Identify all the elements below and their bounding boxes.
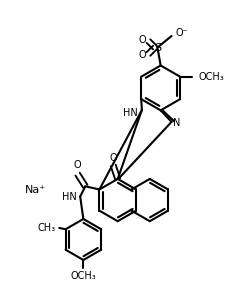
Text: HN: HN xyxy=(62,192,76,202)
Text: OCH₃: OCH₃ xyxy=(198,72,224,82)
Text: Na⁺: Na⁺ xyxy=(25,185,46,195)
Text: O: O xyxy=(138,35,146,45)
Text: OCH₃: OCH₃ xyxy=(70,271,96,281)
Text: O⁻: O⁻ xyxy=(175,29,188,38)
Text: N: N xyxy=(174,118,181,128)
Text: O: O xyxy=(74,160,81,170)
Text: CH₃: CH₃ xyxy=(38,223,56,233)
Text: HN: HN xyxy=(123,108,137,118)
Text: S: S xyxy=(154,43,161,53)
Text: O: O xyxy=(138,50,146,60)
Text: O: O xyxy=(109,153,117,163)
